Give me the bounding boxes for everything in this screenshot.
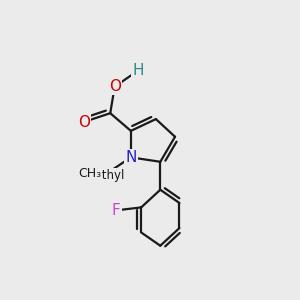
Text: F: F [112,203,121,218]
Text: H: H [133,63,144,78]
Text: N: N [125,150,136,165]
Text: CH₃: CH₃ [78,167,101,180]
Text: O: O [78,115,90,130]
Text: methyl: methyl [84,169,125,182]
Text: O: O [109,79,121,94]
